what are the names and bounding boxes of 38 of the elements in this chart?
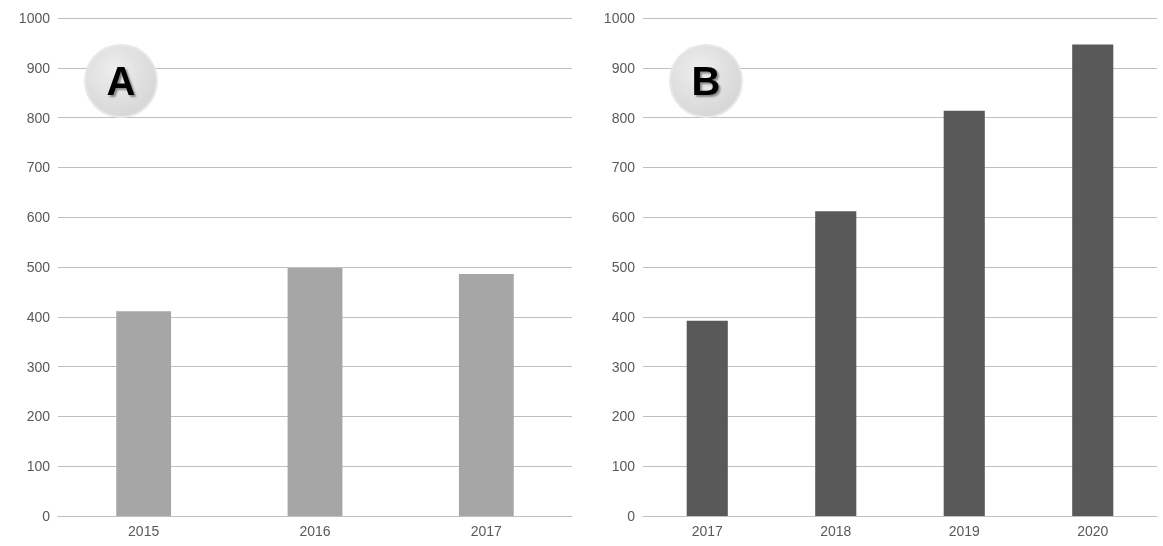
y-tick-label: 1000: [603, 10, 636, 26]
y-tick-label: 400: [611, 308, 636, 325]
y-tick-label: 700: [611, 159, 636, 176]
y-tick-label: 100: [26, 458, 51, 475]
y-tick-label: 900: [611, 59, 636, 76]
x-tick-label: 2016: [299, 523, 331, 539]
x-tick-label: 2015: [128, 523, 160, 539]
bar: [287, 268, 343, 516]
bar: [686, 320, 728, 516]
y-tick-label: 100: [611, 458, 636, 475]
text: B: [669, 44, 743, 118]
x-tick-label: 2017: [691, 523, 724, 539]
y-tick-label: 300: [26, 358, 51, 375]
y-tick-label: 1000: [18, 10, 51, 26]
text: A: [84, 44, 158, 118]
y-tick-label: 600: [26, 209, 51, 226]
bar: [458, 273, 514, 516]
bar: [1072, 44, 1114, 516]
x-tick-label: 2019: [948, 523, 981, 539]
y-tick-label: 700: [26, 159, 51, 176]
y-tick-label: 600: [611, 209, 636, 226]
x-tick-label: 2017: [470, 523, 503, 539]
x-tick-label: 2020: [1077, 523, 1109, 539]
y-tick-label: 900: [26, 59, 51, 76]
y-tick-label: 800: [26, 109, 51, 126]
y-tick-label: 400: [26, 308, 51, 325]
y-tick-label: 500: [611, 259, 636, 275]
y-tick-label: 300: [611, 358, 636, 375]
x-tick-label: 2018: [820, 523, 852, 539]
y-tick-label: 500: [26, 259, 51, 275]
y-tick-label: 0: [627, 508, 636, 524]
bar: [815, 211, 857, 516]
y-tick-label: 800: [611, 109, 636, 126]
y-tick-label: 200: [26, 408, 51, 425]
y-tick-label: 0: [42, 508, 51, 524]
bar: [943, 110, 985, 516]
bar: [116, 311, 172, 516]
y-tick-label: 200: [611, 408, 636, 425]
